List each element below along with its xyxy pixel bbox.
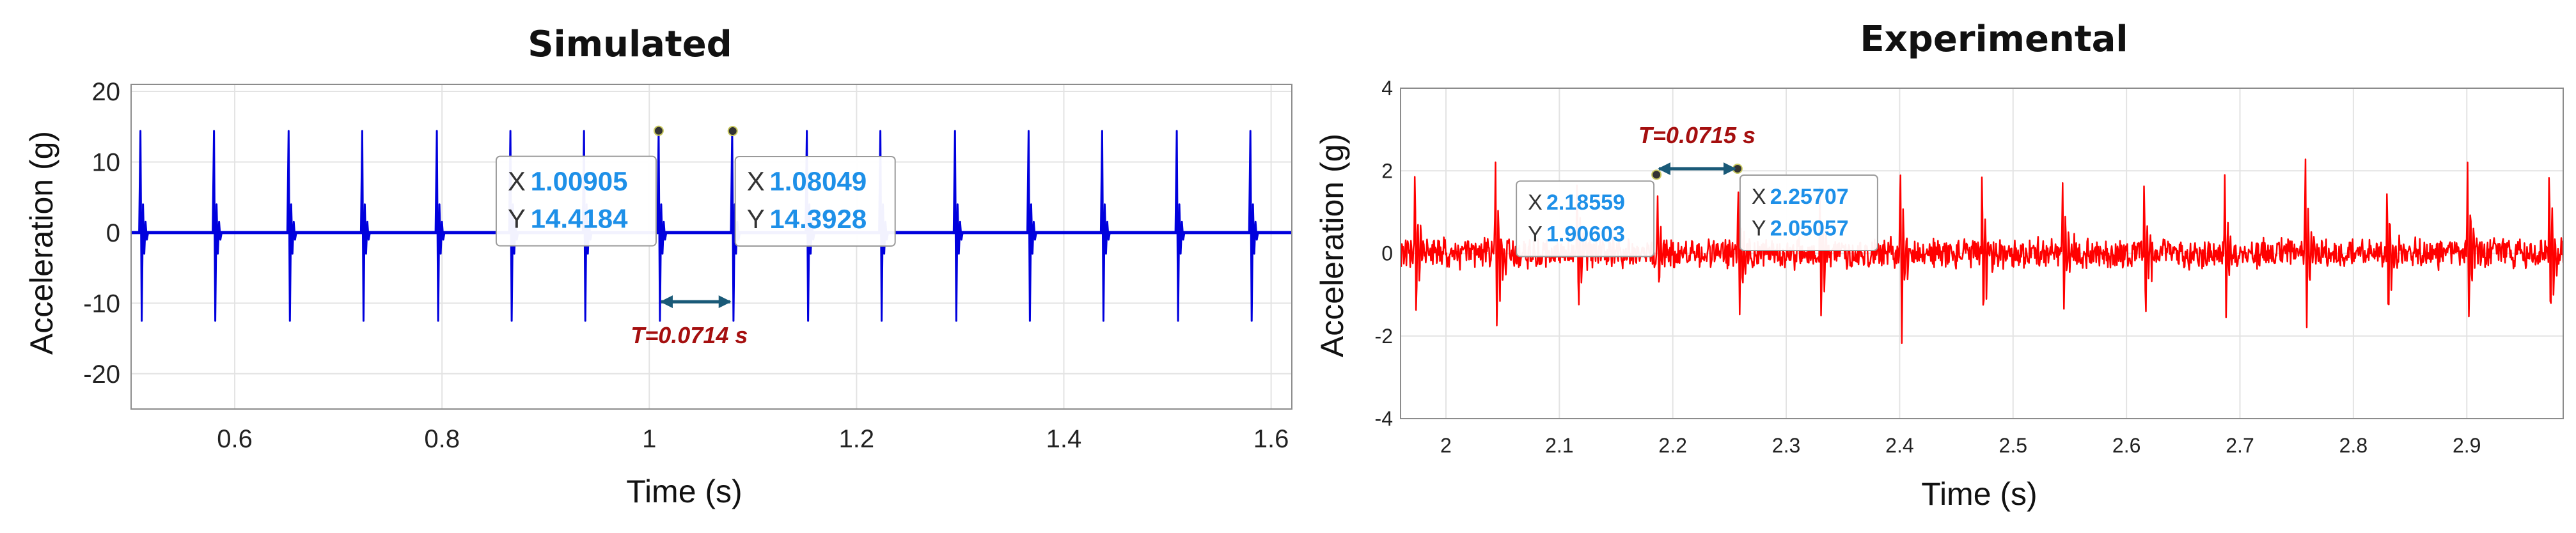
simulated-chart: Simulated 0.6 0.8 1 1.2 1.4 1.6 20 10 0 -10 -20 Ti…	[24, 24, 1292, 509]
datatip-y-value: 14.3928	[769, 204, 867, 234]
y-tick-label: 0	[106, 219, 120, 247]
y-tick-label: 4	[1381, 77, 1393, 100]
experimental-chart: Experimental 2 2.1 2.2 2.3 2.4 2.5 2.6 2.7 2.8 2.…	[1314, 19, 2564, 512]
x-tick-label: 1.4	[1046, 425, 1082, 453]
y-tick-label: 10	[92, 148, 121, 176]
period-label: T=0.0715 s	[1638, 122, 1755, 148]
datatip-box	[734, 155, 896, 247]
y-tick-label: 2	[1381, 159, 1393, 182]
x-tick-label: 2.3	[1772, 434, 1800, 457]
datatip-x-label: X	[508, 166, 526, 196]
x-axis-label: Time (s)	[1921, 476, 2037, 512]
y-tick-label: -4	[1375, 407, 1393, 430]
datatip-y-label: Y	[1752, 216, 1766, 240]
axes-box	[130, 84, 1292, 410]
series-line	[131, 130, 1292, 322]
datatip-x-value: 1.00905	[531, 166, 628, 196]
x-tick-label: 2.9	[2453, 434, 2481, 457]
datatip-y-value: 14.4184	[531, 204, 628, 234]
datatip-box	[495, 155, 657, 247]
y-axis-label: Acceleration (g)	[24, 131, 59, 355]
datatip-y-label: Y	[747, 204, 765, 234]
x-tick-label: 2.2	[1658, 434, 1686, 457]
datatip-y-label: Y	[508, 204, 526, 234]
x-tick-label: 1.2	[839, 425, 875, 453]
axes-box	[1400, 88, 2564, 419]
datatip-x-label: X	[1528, 190, 1543, 215]
grid-lines	[131, 84, 1292, 409]
x-tick-label: 2.7	[2226, 434, 2254, 457]
y-tick-label: -2	[1375, 325, 1393, 348]
x-tick-label: 1.6	[1253, 425, 1289, 453]
datatip-x-label: X	[1752, 185, 1766, 209]
x-tick-label: 2.1	[1545, 434, 1573, 457]
x-tick-label: 1	[642, 425, 656, 453]
x-tick-label: 2.8	[2339, 434, 2368, 457]
x-tick-label: 2.5	[1999, 434, 2027, 457]
plot-area	[131, 130, 1292, 322]
x-tick-label: 2	[1440, 434, 1452, 457]
y-tick-label: -20	[83, 360, 120, 389]
datatip-box	[1516, 180, 1655, 258]
datatip-marker	[1651, 169, 1662, 180]
datatip-box	[1739, 174, 1878, 251]
chart-title: Experimental	[1860, 19, 2128, 60]
y-tick-label: 20	[92, 78, 121, 106]
datatip-y-value: 1.90603	[1546, 222, 1625, 247]
period-label: T=0.0714 s	[631, 322, 748, 348]
y-axis-label: Acceleration (g)	[1314, 134, 1350, 357]
x-tick-label: 0.6	[217, 425, 253, 453]
tick-labels: 0.6 0.8 1 1.2 1.4 1.6 20 10 0 -10 -20	[83, 78, 1289, 453]
x-tick-label: 2.6	[2112, 434, 2140, 457]
datatip-marker	[727, 125, 738, 136]
datatip-y-label: Y	[1528, 222, 1543, 247]
datatip-x-value: 2.18559	[1546, 190, 1625, 215]
datatip-marker	[653, 125, 664, 136]
datatip-x-value: 1.08049	[769, 166, 867, 196]
chart-title: Simulated	[528, 24, 732, 65]
y-tick-label: -10	[83, 290, 120, 318]
datatip-y-value: 2.05057	[1770, 216, 1849, 240]
datatip-x-value: 2.25707	[1770, 185, 1849, 209]
tick-labels: 2 2.1 2.2 2.3 2.4 2.5 2.6 2.7 2.8 2.9 4 2 0 -2 -4	[1375, 77, 2481, 457]
y-tick-label: 0	[1381, 242, 1393, 265]
x-tick-label: 0.8	[424, 425, 460, 453]
x-tick-label: 2.4	[1885, 434, 1913, 457]
datatip-x-label: X	[747, 166, 765, 196]
x-axis-label: Time (s)	[626, 474, 742, 509]
